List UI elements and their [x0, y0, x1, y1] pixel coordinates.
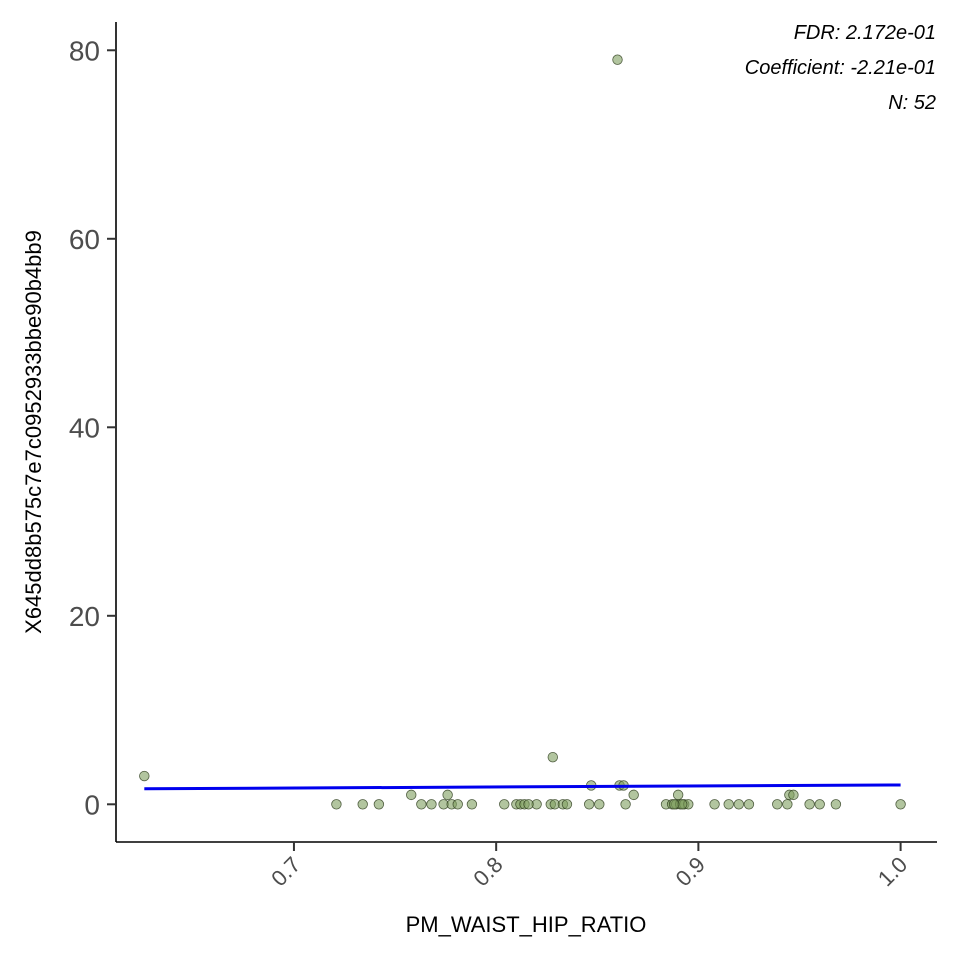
fit-line-group — [144, 783, 901, 791]
x-tick-label: 0.8 — [468, 852, 507, 891]
data-point — [331, 799, 342, 810]
x-tick-label: 1.0 — [873, 852, 912, 891]
data-point — [612, 54, 623, 65]
data-point — [416, 799, 427, 810]
data-point — [139, 770, 150, 782]
data-point — [814, 799, 825, 810]
data-point — [620, 799, 631, 810]
annotation-n: N: 52 — [888, 92, 936, 114]
data-point — [426, 799, 437, 810]
stats-annotations: FDR: 2.172e-01 Coefficient: -2.21e-01 N:… — [745, 22, 936, 114]
data-point — [723, 799, 734, 810]
data-point — [357, 799, 368, 810]
data-point — [743, 799, 755, 810]
data-point — [628, 789, 639, 801]
data-point — [547, 751, 558, 763]
y-tick-label: 0 — [84, 789, 100, 820]
y-tick-label: 40 — [69, 412, 100, 443]
x-tick-label: 0.9 — [671, 852, 710, 891]
data-point — [442, 789, 453, 801]
data-point — [788, 789, 799, 801]
data-point — [672, 789, 684, 801]
data-point — [668, 799, 680, 810]
data-point — [406, 789, 417, 801]
data-point — [733, 799, 745, 810]
data-point — [523, 799, 534, 810]
data-point — [499, 799, 510, 810]
annotation-coefficient: Coefficient: -2.21e-01 — [745, 57, 936, 79]
data-point — [804, 799, 815, 810]
x-tick-label: 0.7 — [266, 852, 305, 891]
x-ticks: 0.7 0.8 0.9 1.0 — [266, 842, 912, 891]
data-points — [139, 54, 906, 810]
data-point — [373, 799, 385, 810]
fit-line — [144, 783, 901, 791]
y-ticks: 0 20 40 60 80 — [69, 35, 116, 820]
plot-area: 0 20 40 60 80 0.7 0.8 0.9 1.0 — [69, 22, 937, 891]
data-point — [772, 799, 783, 810]
data-point — [830, 799, 842, 810]
data-point — [466, 799, 478, 810]
data-point — [561, 799, 573, 810]
data-point — [709, 799, 720, 810]
y-tick-label: 20 — [69, 601, 100, 632]
data-point — [452, 799, 463, 810]
y-tick-label: 60 — [69, 224, 100, 255]
x-axis-title: PM_WAIST_HIP_RATIO — [406, 912, 647, 937]
annotation-fdr: FDR: 2.172e-01 — [794, 22, 936, 44]
data-point — [782, 799, 793, 810]
y-axis-title: X645dd8b575c7e7c0952933bbe90b4bb9 — [21, 230, 46, 634]
data-point — [895, 799, 906, 810]
data-point — [594, 799, 605, 810]
data-point — [583, 799, 595, 810]
y-tick-label: 80 — [69, 35, 100, 66]
